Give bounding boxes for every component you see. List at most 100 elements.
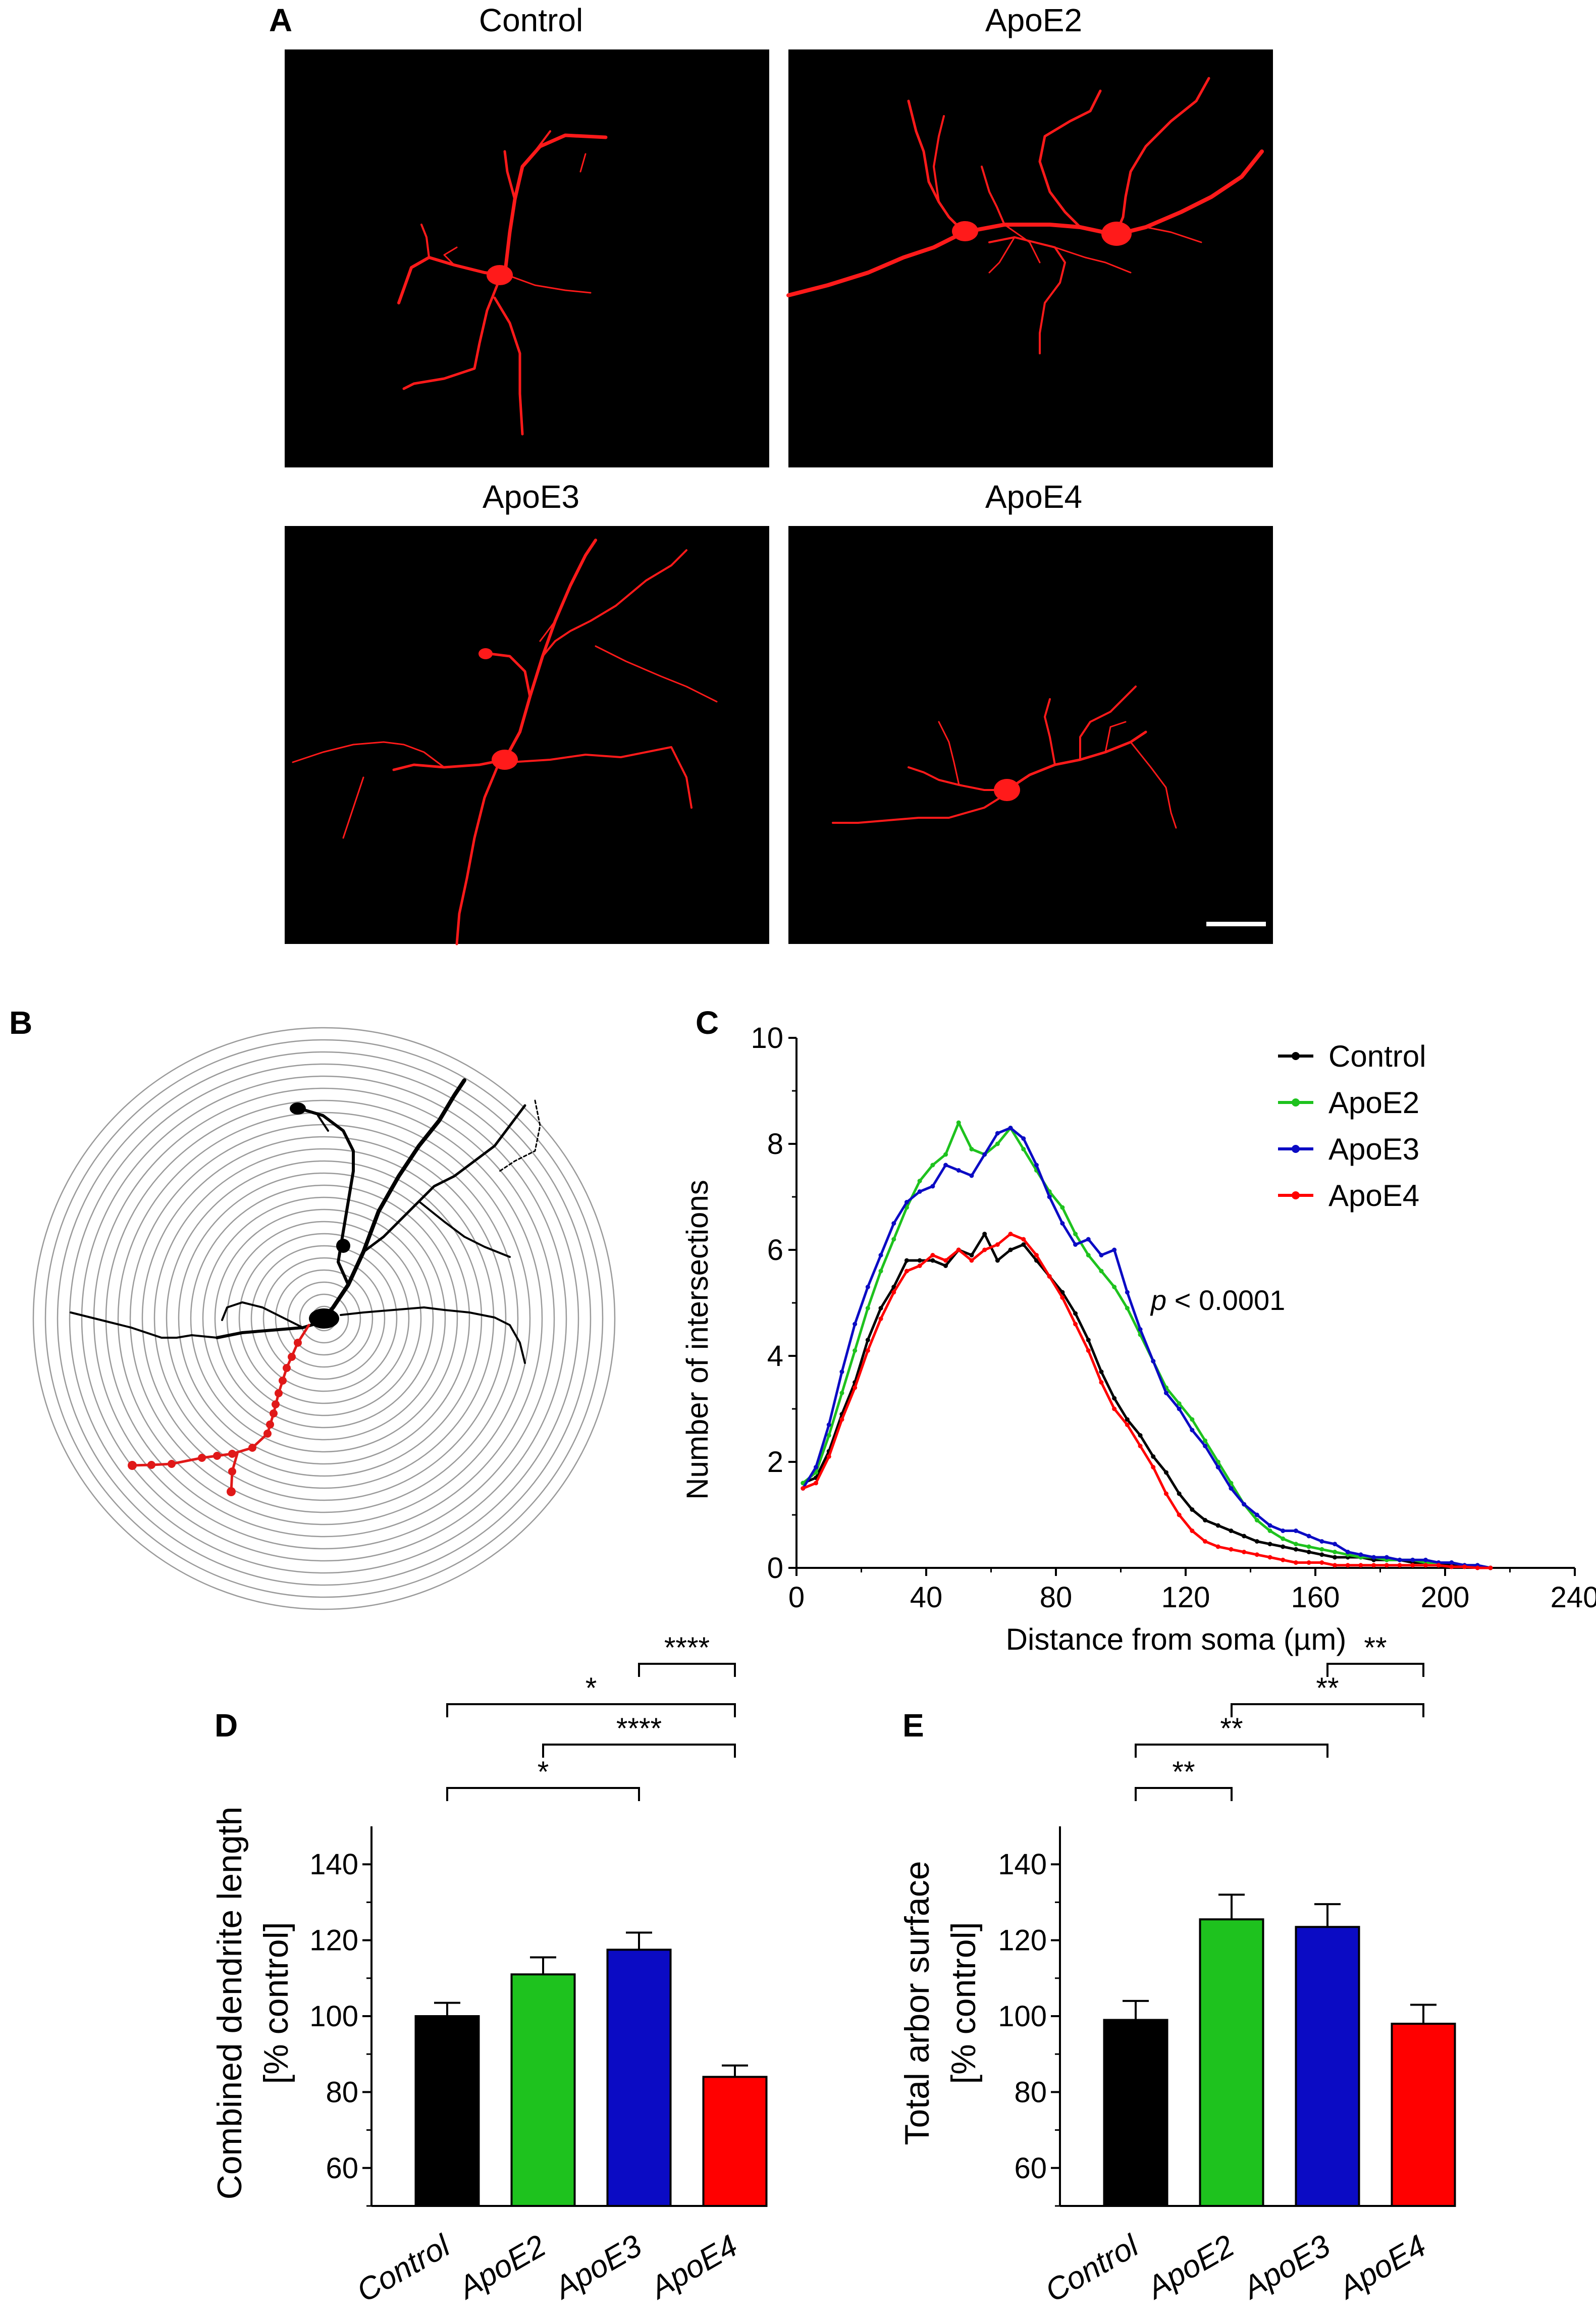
c-data-point	[891, 1221, 896, 1226]
c-y-tick-label: 6	[767, 1234, 783, 1267]
c-data-point	[1099, 1269, 1104, 1274]
d-y-tick-label: 120	[309, 1924, 358, 1957]
c-data-point	[1242, 1534, 1247, 1539]
c-data-point	[1345, 1550, 1350, 1554]
sholl-ring	[299, 1293, 349, 1344]
c-data-point	[1397, 1557, 1402, 1562]
c-data-point	[956, 1168, 961, 1173]
c-data-point	[1293, 1529, 1298, 1533]
c-data-point	[853, 1385, 858, 1390]
sholl-ring	[57, 1051, 592, 1586]
c-data-point	[1034, 1253, 1039, 1257]
c-data-point	[1281, 1544, 1286, 1549]
c-data-point	[1267, 1555, 1272, 1560]
c-data-point	[878, 1269, 883, 1274]
sholl-ring	[81, 1075, 567, 1562]
c-legend-marker	[1292, 1052, 1300, 1060]
panel-e-letter: E	[902, 1707, 924, 1744]
sholl-ring	[105, 1099, 543, 1538]
image-title-control: Control	[479, 2, 583, 38]
c-data-point	[1449, 1564, 1454, 1569]
c-data-point	[1254, 1539, 1259, 1544]
c-data-point	[1086, 1253, 1091, 1257]
panel-c: C 0 2 4 6 8 10 0 40 80 120 160 200 240 Number of int…	[680, 1005, 1596, 1656]
c-data-point	[1436, 1563, 1441, 1568]
c-data-point	[801, 1486, 806, 1491]
c-data-point	[1125, 1423, 1130, 1427]
bar-chart-dendrite-length: 6080100120140ControlApoE2ApoE3ApoE4*****…	[309, 1631, 768, 2309]
c-data-point	[1177, 1512, 1182, 1517]
c-data-point	[1008, 1126, 1013, 1130]
d-bar-apoe2	[510, 1973, 576, 2207]
d-significance-bracket	[542, 1744, 736, 1758]
c-data-point	[1099, 1380, 1104, 1385]
c-data-point	[1410, 1563, 1415, 1568]
c-data-point	[1125, 1290, 1130, 1295]
d-bar-control	[414, 2015, 480, 2207]
c-data-point	[1254, 1552, 1259, 1557]
sholl-ring	[69, 1063, 579, 1574]
e-significance-bracket	[1326, 1663, 1424, 1677]
c-data-point	[969, 1258, 974, 1263]
c-data-point	[891, 1237, 896, 1242]
c-legend-label: Control	[1328, 1039, 1426, 1073]
micrograph-apoe4	[788, 526, 1273, 944]
c-data-point	[1177, 1491, 1182, 1496]
c-data-point	[1242, 1502, 1247, 1507]
c-data-point	[1333, 1555, 1338, 1560]
c-legend-marker	[1292, 1098, 1300, 1107]
e-significance-bracket	[1135, 1787, 1233, 1801]
e-significance-label: **	[1364, 1631, 1387, 1664]
highlighted-dendrite	[128, 1324, 310, 1496]
c-data-point	[1462, 1564, 1467, 1569]
c-data-point	[1306, 1550, 1311, 1554]
c-data-point	[1047, 1274, 1052, 1279]
c-data-point	[826, 1433, 831, 1438]
c-legend-label: ApoE2	[1328, 1086, 1419, 1120]
e-x-tick-label: ApoE4	[1332, 2228, 1432, 2306]
c-data-point	[865, 1338, 870, 1342]
sholl-ring	[153, 1148, 495, 1489]
e-x-tick-label: ApoE2	[1140, 2228, 1240, 2306]
c-y-tick-label: 10	[751, 1022, 783, 1055]
panel-d: D 6080100120140ControlApoE2ApoE3ApoE4***…	[210, 1631, 768, 2309]
e-significance-label: **	[1316, 1672, 1339, 1705]
c-data-point	[826, 1423, 831, 1427]
c-data-point	[1190, 1417, 1195, 1422]
c-data-point	[1281, 1536, 1286, 1541]
c-data-point	[1281, 1529, 1286, 1533]
e-bar-apoe3	[1295, 1926, 1360, 2207]
c-legend-marker	[1292, 1145, 1300, 1153]
c-data-point	[1293, 1560, 1298, 1565]
c-data-point	[1138, 1444, 1143, 1448]
c-data-point	[1163, 1470, 1168, 1475]
c-data-point	[1086, 1237, 1091, 1242]
c-data-point	[853, 1348, 858, 1353]
c-data-point	[1371, 1563, 1376, 1568]
e-x-tick-label: Control	[1039, 2228, 1145, 2309]
c-data-point	[1449, 1560, 1454, 1565]
scale-bar	[1206, 922, 1266, 926]
c-data-point	[930, 1163, 935, 1168]
sholl-ring	[250, 1245, 398, 1392]
c-data-point	[1215, 1544, 1220, 1549]
c-data-point	[1086, 1338, 1091, 1342]
c-data-point	[1281, 1557, 1286, 1562]
c-data-point	[917, 1263, 922, 1268]
c-data-point	[1073, 1232, 1078, 1236]
c-data-point	[1190, 1529, 1195, 1533]
c-data-point	[904, 1258, 909, 1263]
image-title-apoe4: ApoE4	[985, 479, 1082, 515]
c-data-point	[1333, 1550, 1338, 1554]
c-data-point	[1190, 1507, 1195, 1512]
c-data-point	[1215, 1523, 1220, 1528]
sholl-ring	[44, 1039, 604, 1598]
c-data-point	[865, 1285, 870, 1289]
d-x-tick-label: Control	[351, 2228, 457, 2309]
e-bar-apoe2	[1199, 1918, 1264, 2207]
c-data-point	[1358, 1552, 1363, 1557]
e-y-tick-label: 140	[998, 1848, 1047, 1881]
c-data-point	[1267, 1523, 1272, 1528]
